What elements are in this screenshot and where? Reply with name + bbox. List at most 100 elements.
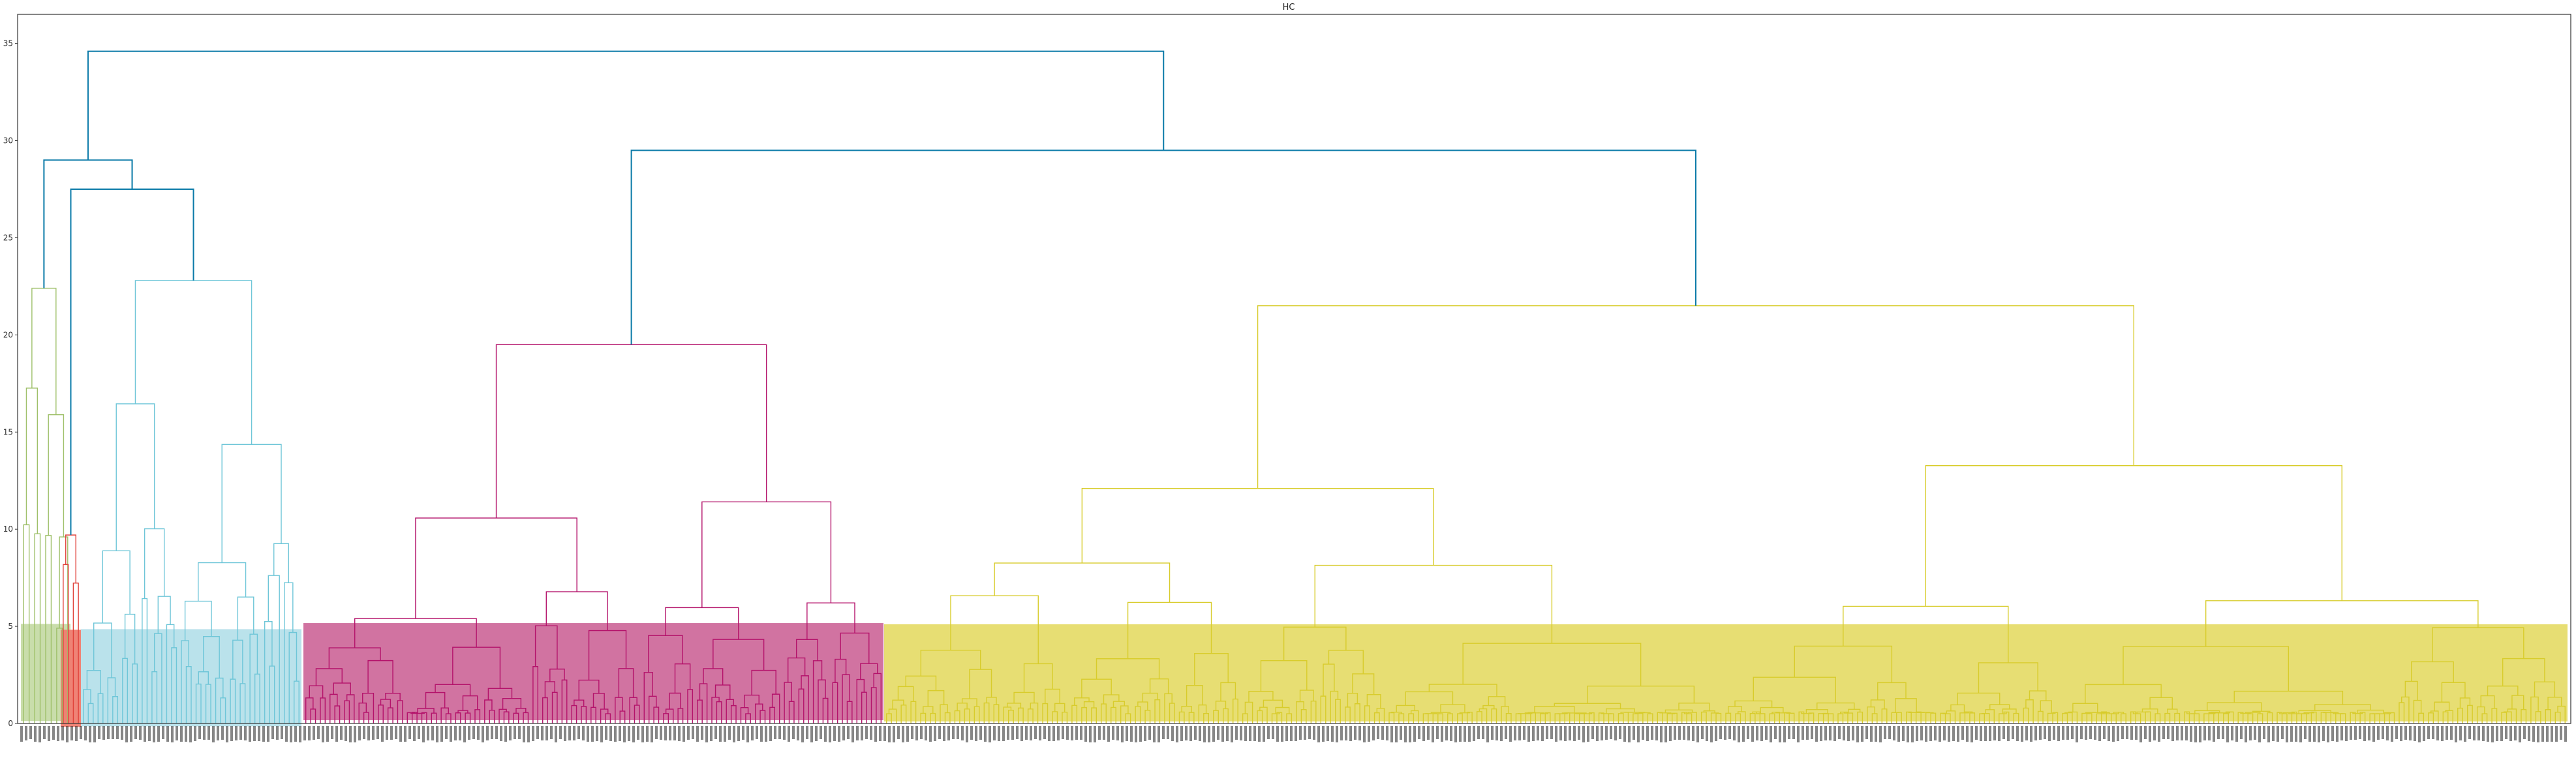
leaf-label-mark <box>331 726 333 739</box>
leaf-label-mark <box>2162 726 2165 739</box>
leaf-label-mark <box>1034 726 1037 739</box>
leaf-label-mark <box>2267 726 2270 742</box>
leaf-label-mark <box>276 726 279 740</box>
leaf-label-mark <box>1541 726 1544 741</box>
leaf-label-mark <box>1523 726 1526 740</box>
leaf-label-mark <box>1948 726 1950 742</box>
leaf-label-mark <box>1802 726 1804 740</box>
leaf-label-mark <box>477 726 480 740</box>
leaf-label-mark <box>788 726 790 742</box>
leaf-label-mark <box>687 726 690 740</box>
leaf-label-mark <box>1340 726 1343 740</box>
leaf-label-mark <box>1180 726 1183 741</box>
leaf-label-mark <box>2226 726 2229 742</box>
leaf-label-mark <box>874 726 877 742</box>
leaf-label-mark <box>262 726 265 742</box>
leaf-label-mark <box>993 726 996 740</box>
leaf-label-mark <box>682 726 685 742</box>
leaf-label-mark <box>340 726 343 740</box>
leaf-label-mark <box>705 726 708 742</box>
leaf-label-mark <box>2208 726 2211 740</box>
leaf-label-mark <box>1578 726 1580 740</box>
leaf-label-mark <box>938 726 941 739</box>
leaf-label-mark <box>144 726 146 742</box>
leaf-label-mark <box>1843 726 1845 740</box>
leaf-label-mark <box>1071 726 1073 740</box>
leaf-label-mark <box>655 726 658 739</box>
leaf-label-mark <box>2245 726 2247 742</box>
leaf-label-mark <box>961 726 964 740</box>
leaf-label-mark <box>2368 726 2370 740</box>
leaf-label-mark <box>778 726 781 739</box>
leaf-label-mark <box>1532 726 1535 741</box>
leaf-label-mark <box>244 726 247 740</box>
leaf-label-mark <box>1998 726 2001 741</box>
dendrogram-links <box>23 50 2566 723</box>
leaf-label-mark <box>1020 726 1023 741</box>
leaf-label-mark <box>1961 726 1964 740</box>
leaf-label-mark <box>258 726 260 741</box>
leaf-label-mark <box>2359 726 2361 739</box>
leaf-label-mark <box>724 726 726 742</box>
leaf-label-mark <box>66 726 69 742</box>
leaf-label-mark <box>651 726 653 742</box>
leaf-label-mark <box>2272 726 2275 741</box>
leaf-label-mark <box>2098 726 2101 741</box>
leaf-label-mark <box>1075 726 1078 740</box>
leaf-label-mark <box>2199 726 2201 742</box>
leaf-label-mark <box>943 726 945 741</box>
leaf-label-mark <box>1167 726 1169 739</box>
leaf-label-mark <box>381 726 384 742</box>
leaf-label-mark <box>1094 726 1096 742</box>
leaf-label-mark <box>2386 726 2389 740</box>
leaf-label-mark <box>2523 726 2526 739</box>
leaf-label-mark <box>1112 726 1114 740</box>
leaf-label-mark <box>116 726 119 739</box>
leaf-label-mark <box>1148 726 1151 740</box>
leaf-label-mark <box>646 726 649 742</box>
leaf-label-mark <box>267 726 269 742</box>
leaf-label-mark <box>2057 726 2060 741</box>
leaf-label-mark <box>966 726 968 742</box>
leaf-label-mark <box>532 726 534 741</box>
leaf-label-mark <box>404 726 406 742</box>
leaf-label-mark <box>1829 726 1832 740</box>
leaf-label-mark <box>1048 726 1050 741</box>
leaf-label-mark <box>1308 726 1311 739</box>
leaf-label-mark <box>746 726 749 742</box>
leaf-label-mark <box>1116 726 1119 740</box>
leaf-label-mark <box>345 726 347 741</box>
leaf-label-mark <box>1733 726 1736 740</box>
leaf-label-mark <box>1993 726 1996 740</box>
leaf-label-mark <box>171 726 174 742</box>
leaf-label-mark <box>303 726 306 740</box>
leaf-label-mark <box>130 726 132 742</box>
leaf-label-mark <box>582 726 585 740</box>
leaf-label-mark <box>541 726 544 740</box>
leaf-label-mark <box>1738 726 1740 742</box>
leaf-label-mark <box>751 726 754 740</box>
leaf-label-mark <box>1847 726 1850 741</box>
leaf-label-mark <box>1582 726 1585 742</box>
leaf-label-mark <box>472 726 475 739</box>
leaf-label-mark <box>1441 726 1443 742</box>
leaf-label-mark <box>614 726 617 742</box>
leaf-label-mark <box>1377 726 1379 739</box>
leaf-label-mark <box>1902 726 1905 741</box>
leaf-label-mark <box>431 726 434 740</box>
leaf-label-mark <box>390 726 393 740</box>
leaf-label-mark <box>2235 726 2238 742</box>
leaf-label-mark <box>2203 726 2206 740</box>
leaf-label-mark <box>2354 726 2357 740</box>
leaf-label-mark <box>883 726 886 741</box>
leaf-label-mark <box>1011 726 1014 740</box>
leaf-label-mark <box>1212 726 1215 742</box>
leaf-label-mark <box>2286 726 2288 742</box>
leaf-label-mark <box>1838 726 1841 739</box>
leaf-label-mark <box>1295 726 1297 741</box>
leaf-label-mark <box>1957 726 1959 742</box>
leaf-label-mark <box>587 726 589 742</box>
leaf-label-mark <box>358 726 361 740</box>
leaf-label-mark <box>450 726 452 742</box>
